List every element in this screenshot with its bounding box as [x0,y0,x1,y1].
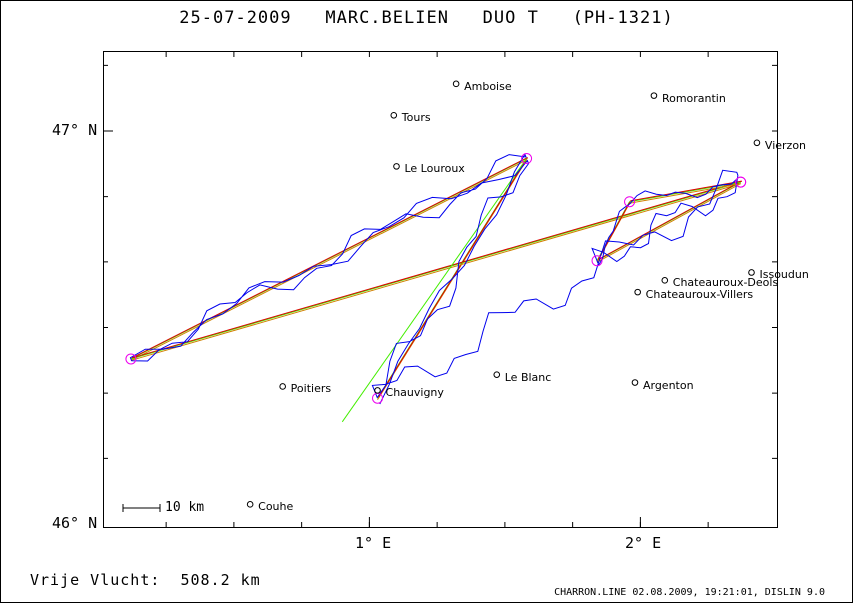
place-dot [753,139,761,147]
place-label: Tours [401,111,431,125]
place-label: Chateauroux-Villers [645,288,754,302]
title-glider: DUO T [482,8,539,28]
distance-value: 508.2 km [180,571,261,589]
place-dot [631,379,639,386]
lon-label-1e: 1° E [355,534,392,552]
place-label: Poitiers [290,382,332,396]
task-leg-red [131,157,528,359]
turnpoint-marker [521,153,533,165]
place-label: Chauvigny [385,386,444,400]
title-registration: (PH-1321) [572,8,674,28]
task-leg-red [131,180,742,359]
turnpoint-marker [591,255,603,267]
task-leg-green [130,181,741,360]
place-label: Vierzon [764,138,807,152]
turnpoint-markers [125,153,747,404]
distance-summary: Vrije Vlucht: 508.2 km [30,571,261,589]
start-line [341,158,527,423]
turnpoint-marker [735,176,747,188]
task-lines [130,157,742,423]
lat-label-46: 46° N [52,514,98,532]
scale-bar [122,504,161,512]
place-dot [634,288,641,296]
axis-ticks [103,52,777,527]
map-frame [103,51,778,528]
place-dot [279,383,286,390]
place-dot [390,111,398,119]
place-dot [493,371,501,378]
lon-label-2e: 2° E [625,534,662,552]
task-leg-red [597,180,742,261]
distance-label: Vrije Vlucht: [30,571,161,589]
place-label: Couhe [258,500,294,514]
file-info: CHARRON.LINE 02.08.2009, 19:21:01, DISLI… [554,587,825,598]
place-dot [650,92,658,99]
task-leg-orange [130,183,741,361]
place-label: Le Blanc [504,370,552,384]
place-dot [393,163,400,170]
lat-label-47: 47° N [52,121,98,139]
flight-track-path [129,153,740,405]
place-dot [374,387,381,394]
flight-track [129,153,740,405]
turnpoint-marker [125,353,137,365]
title-date: 25-07-2009 [179,8,292,28]
flight-title: 25-07-2009 MARC.BELIEN DUO T (PH-1321) [0,8,853,28]
turnpoint-marker [624,196,636,208]
task-leg-orange [596,183,741,263]
title-pilot: MARC.BELIEN [325,8,449,28]
place-dot [661,277,669,284]
scale-bar-label: 10 km [165,500,205,515]
place-label: Amboise [464,79,512,93]
place-label: Chateauroux-Deols [672,276,779,290]
place-label: Romorantin [661,91,726,105]
place-dot [246,501,254,508]
place-label: Le Louroux [404,162,465,176]
place-dot [748,269,755,276]
place-markers [246,80,761,508]
place-label: Issoudun [759,268,809,282]
place-label: Argenton [642,378,694,392]
place-dot [452,80,460,88]
task-leg-red [597,200,631,260]
